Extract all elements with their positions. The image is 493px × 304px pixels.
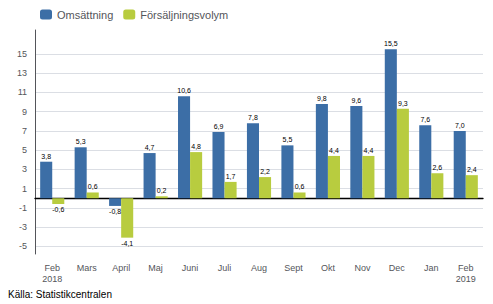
- svg-text:5,3: 5,3: [76, 138, 86, 145]
- svg-text:3: 3: [22, 164, 27, 174]
- svg-text:9,8: 9,8: [317, 95, 327, 102]
- svg-text:5,5: 5,5: [283, 136, 293, 143]
- svg-text:-1: -1: [19, 203, 27, 213]
- svg-text:Maj: Maj: [148, 263, 163, 273]
- svg-text:2019: 2019: [456, 274, 476, 284]
- svg-text:0,2: 0,2: [157, 187, 167, 194]
- svg-text:April: April: [112, 263, 130, 273]
- svg-text:10,6: 10,6: [177, 87, 191, 94]
- svg-text:4,8: 4,8: [191, 143, 201, 150]
- svg-text:Dec: Dec: [389, 263, 406, 273]
- svg-text:9: 9: [22, 107, 27, 117]
- svg-text:Omsättning: Omsättning: [57, 9, 113, 21]
- svg-text:7,6: 7,6: [420, 116, 430, 123]
- svg-text:0,6: 0,6: [88, 183, 98, 190]
- svg-text:2,2: 2,2: [260, 168, 270, 175]
- svg-text:Försäljningsvolym: Försäljningsvolym: [140, 9, 228, 21]
- svg-text:9,6: 9,6: [351, 97, 361, 104]
- svg-text:Aug: Aug: [251, 263, 267, 273]
- svg-text:-3: -3: [19, 222, 27, 232]
- svg-text:1,7: 1,7: [226, 173, 236, 180]
- svg-text:1: 1: [22, 184, 27, 194]
- svg-text:-0,8: -0,8: [109, 208, 121, 215]
- svg-text:2,4: 2,4: [467, 166, 477, 173]
- svg-text:-5: -5: [19, 241, 27, 251]
- svg-text:Sept: Sept: [284, 263, 303, 273]
- svg-text:5: 5: [22, 145, 27, 155]
- svg-text:-4,1: -4,1: [121, 240, 133, 247]
- svg-text:Feb: Feb: [458, 263, 474, 273]
- svg-text:-0,6: -0,6: [52, 206, 64, 213]
- svg-text:9,3: 9,3: [398, 100, 408, 107]
- svg-text:Feb: Feb: [44, 263, 60, 273]
- svg-text:7: 7: [22, 126, 27, 136]
- svg-text:Källa: Statistikcentralen: Källa: Statistikcentralen: [8, 289, 112, 300]
- svg-text:15: 15: [17, 49, 27, 59]
- svg-text:Juni: Juni: [182, 263, 199, 273]
- svg-text:13: 13: [17, 68, 27, 78]
- svg-text:Nov: Nov: [354, 263, 371, 273]
- svg-text:7,0: 7,0: [455, 122, 465, 129]
- svg-text:4,4: 4,4: [329, 147, 339, 154]
- svg-text:7,8: 7,8: [248, 114, 258, 121]
- svg-text:15,5: 15,5: [384, 40, 398, 47]
- svg-text:Juli: Juli: [218, 263, 232, 273]
- svg-text:Okt: Okt: [321, 263, 336, 273]
- svg-text:4,7: 4,7: [145, 144, 155, 151]
- svg-text:2018: 2018: [42, 274, 62, 284]
- svg-text:Mars: Mars: [77, 263, 97, 273]
- svg-text:4,4: 4,4: [364, 147, 374, 154]
- svg-text:0,6: 0,6: [295, 183, 305, 190]
- svg-text:6,9: 6,9: [214, 123, 224, 130]
- svg-text:Jan: Jan: [424, 263, 439, 273]
- svg-text:2,6: 2,6: [432, 164, 442, 171]
- svg-text:3,8: 3,8: [41, 153, 51, 160]
- svg-text:11: 11: [18, 87, 27, 97]
